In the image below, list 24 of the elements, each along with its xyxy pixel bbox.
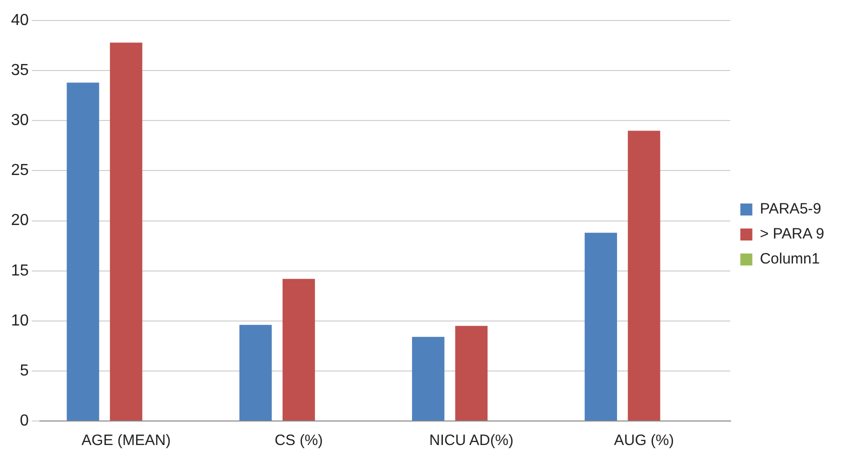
x-tick-label: CS (%) xyxy=(274,432,323,450)
x-tick-label: AUG (%) xyxy=(614,432,674,450)
y-tick-label: 10 xyxy=(11,312,29,330)
y-tick-label: 30 xyxy=(11,112,29,130)
legend-label: > PARA 9 xyxy=(760,226,824,243)
bar xyxy=(584,232,618,420)
bar xyxy=(628,130,660,420)
bar xyxy=(110,42,142,420)
legend-label: PARA5-9 xyxy=(760,200,822,218)
y-tick-label: 40 xyxy=(11,12,29,30)
bar xyxy=(282,278,315,420)
y-tick-label: 25 xyxy=(11,162,29,180)
y-tick-label: 5 xyxy=(20,362,29,380)
bar xyxy=(412,336,444,420)
bar xyxy=(66,82,100,420)
y-tick-label: 15 xyxy=(11,262,29,280)
y-tick-label: 20 xyxy=(11,212,29,230)
legend-label: Column1 xyxy=(760,250,820,268)
x-tick-label: AGE (MEAN) xyxy=(82,432,171,450)
y-tick-label: 0 xyxy=(20,412,29,430)
x-tick-label: NICU AD(%) xyxy=(429,432,514,450)
bar xyxy=(455,326,488,420)
y-tick-label: 35 xyxy=(11,62,29,80)
bar xyxy=(239,324,272,420)
